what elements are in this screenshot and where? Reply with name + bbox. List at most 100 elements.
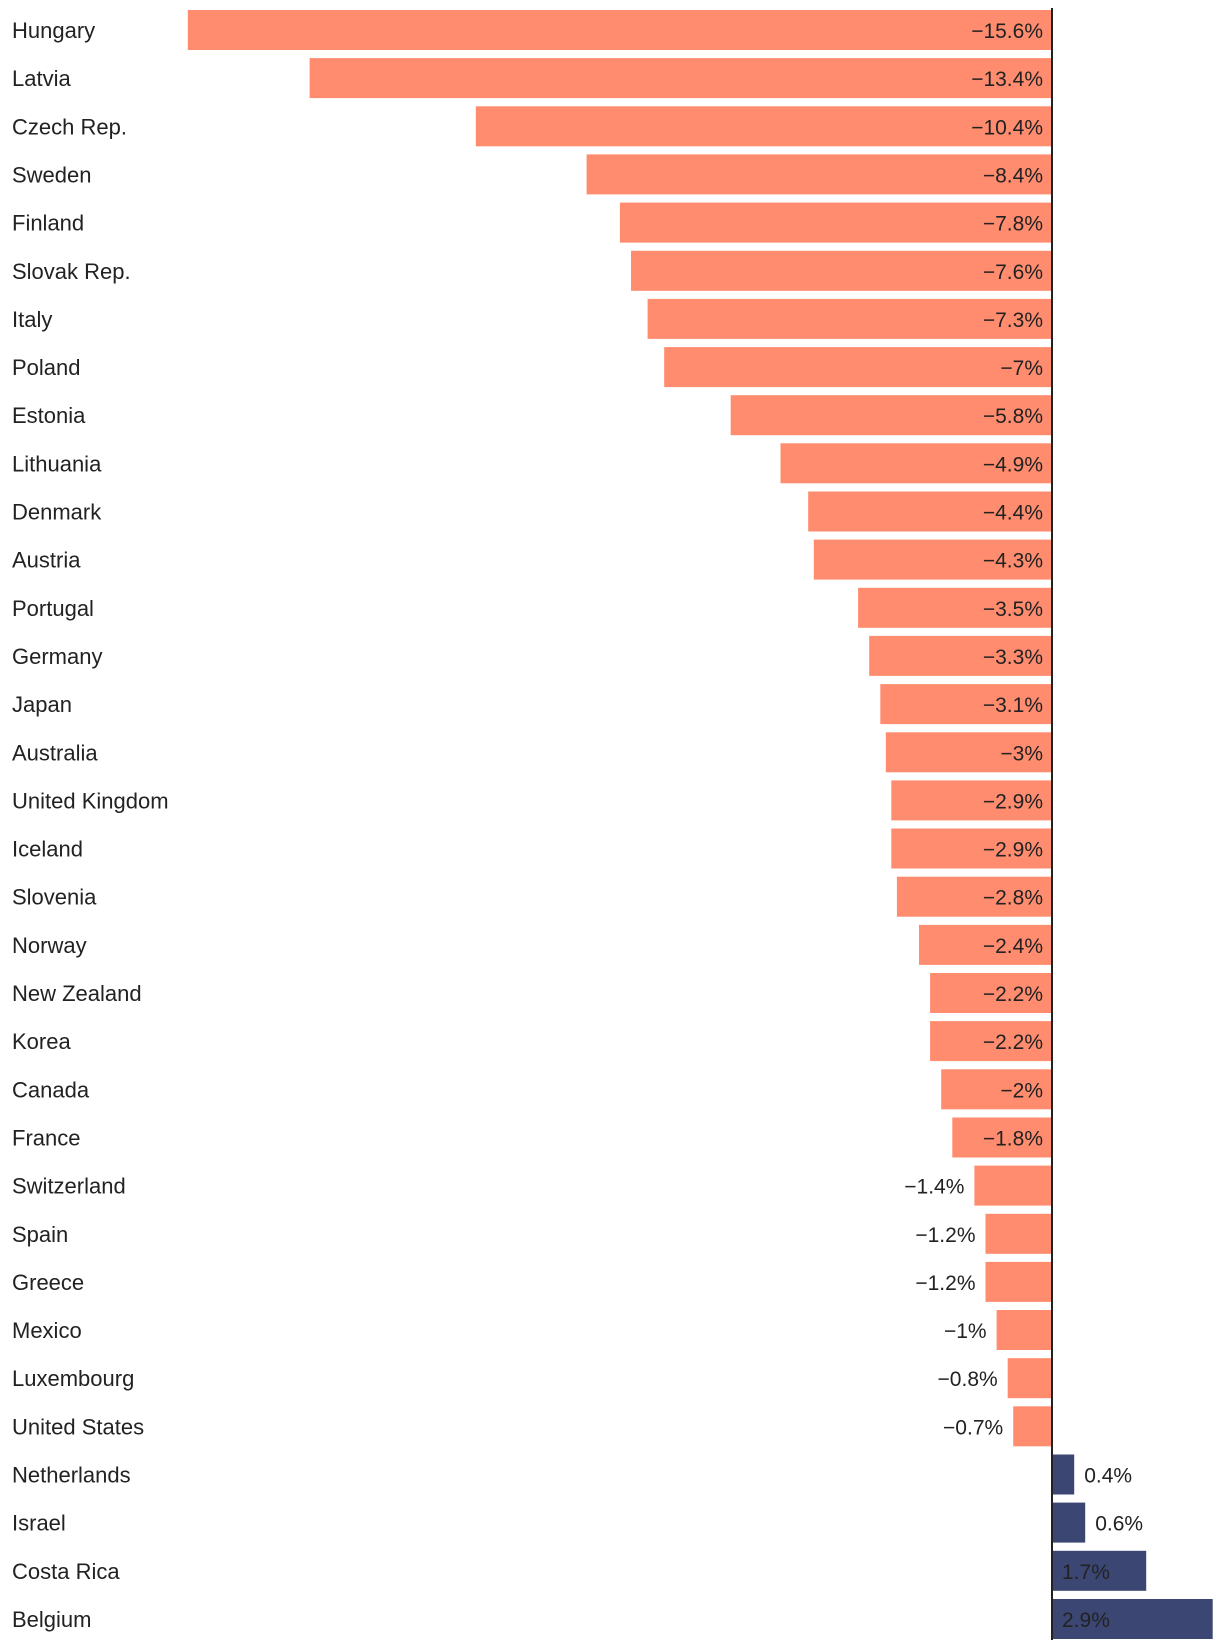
value-label-lithuania: −4.9% xyxy=(983,453,1043,476)
value-label-luxembourg: −0.8% xyxy=(938,1368,998,1391)
category-label-sweden: Sweden xyxy=(12,162,92,187)
bar-germany xyxy=(869,635,1052,676)
bar-sweden xyxy=(586,154,1052,195)
category-label-denmark: Denmark xyxy=(12,500,102,525)
category-label-slovak-rep: Slovak Rep. xyxy=(12,259,131,284)
category-label-luxembourg: Luxembourg xyxy=(12,1366,134,1391)
category-label-iceland: Iceland xyxy=(12,837,83,862)
bar-norway xyxy=(919,924,1052,965)
bar-japan xyxy=(880,684,1052,725)
bar-denmark xyxy=(808,491,1052,532)
bar-latvia xyxy=(309,58,1053,99)
bar-australia xyxy=(885,732,1052,773)
value-label-united-kingdom: −2.9% xyxy=(983,790,1043,813)
category-label-korea: Korea xyxy=(12,1029,71,1054)
category-label-mexico: Mexico xyxy=(12,1318,82,1343)
category-label-belgium: Belgium xyxy=(12,1607,91,1632)
value-label-denmark: −4.4% xyxy=(983,502,1043,525)
bar-france xyxy=(952,1117,1052,1158)
bar-greece xyxy=(985,1261,1052,1302)
bar-mexico xyxy=(996,1310,1052,1350)
value-label-costa-rica: 1.7% xyxy=(1062,1561,1110,1584)
value-label-netherlands: 0.4% xyxy=(1084,1465,1132,1488)
labels-layer: Hungary −15.6% Latvia −13.4% Czech Rep. −10.4… xyxy=(12,18,1143,1632)
bar-netherlands xyxy=(1052,1454,1075,1495)
category-label-finland: Finland xyxy=(12,211,84,236)
category-label-lithuania: Lithuania xyxy=(12,451,102,476)
bar-slovenia xyxy=(896,876,1052,917)
value-label-iceland: −2.9% xyxy=(983,839,1043,862)
category-label-switzerland: Switzerland xyxy=(12,1174,126,1199)
bar-lithuania xyxy=(780,443,1052,484)
bar-finland xyxy=(619,202,1052,243)
bar-israel xyxy=(1052,1502,1086,1543)
bar-slovak-rep xyxy=(631,250,1052,291)
bar-luxembourg xyxy=(1007,1358,1052,1399)
category-label-australia: Australia xyxy=(12,740,98,765)
bar-estonia xyxy=(730,395,1052,436)
value-label-hungary: −15.6% xyxy=(971,20,1043,43)
category-label-hungary: Hungary xyxy=(12,18,95,43)
bar-iceland xyxy=(891,828,1052,869)
value-label-latvia: −13.4% xyxy=(971,68,1043,91)
category-label-latvia: Latvia xyxy=(12,66,71,91)
value-label-japan: −3.1% xyxy=(983,694,1043,717)
bar-spain xyxy=(985,1213,1052,1254)
value-label-czech-rep: −10.4% xyxy=(971,116,1043,139)
bars-layer xyxy=(187,10,1213,1639)
category-label-canada: Canada xyxy=(12,1077,90,1102)
bar-belgium xyxy=(1052,1599,1213,1639)
value-label-new-zealand: −2.2% xyxy=(983,983,1043,1006)
value-label-mexico: −1% xyxy=(944,1320,987,1343)
bar-czech-rep xyxy=(475,106,1052,147)
value-label-germany: −3.3% xyxy=(983,646,1043,669)
value-label-italy: −7.3% xyxy=(983,309,1043,332)
category-label-italy: Italy xyxy=(12,307,52,332)
value-label-united-states: −0.7% xyxy=(943,1416,1003,1439)
value-label-slovenia: −2.8% xyxy=(983,887,1043,910)
category-label-greece: Greece xyxy=(12,1270,84,1295)
category-label-estonia: Estonia xyxy=(12,403,86,428)
value-label-greece: −1.2% xyxy=(915,1272,975,1295)
category-label-united-states: United States xyxy=(12,1414,144,1439)
bar-italy xyxy=(647,298,1052,339)
value-label-france: −1.8% xyxy=(983,1128,1043,1151)
value-label-finland: −7.8% xyxy=(983,213,1043,236)
value-label-sweden: −8.4% xyxy=(983,164,1043,187)
value-label-belgium: 2.9% xyxy=(1062,1609,1110,1632)
category-label-poland: Poland xyxy=(12,355,81,380)
category-label-portugal: Portugal xyxy=(12,596,94,621)
value-label-portugal: −3.5% xyxy=(983,598,1043,621)
category-label-netherlands: Netherlands xyxy=(12,1463,131,1488)
bar-united-states xyxy=(1013,1406,1052,1447)
category-label-slovenia: Slovenia xyxy=(12,885,97,910)
bar-portugal xyxy=(858,587,1052,628)
category-label-norway: Norway xyxy=(12,933,87,958)
value-label-estonia: −5.8% xyxy=(983,405,1043,428)
bar-new-zealand xyxy=(930,973,1052,1013)
bar-hungary xyxy=(187,10,1053,50)
category-label-germany: Germany xyxy=(12,644,102,669)
category-label-new-zealand: New Zealand xyxy=(12,981,142,1006)
value-label-israel: 0.6% xyxy=(1095,1513,1143,1536)
value-label-switzerland: −1.4% xyxy=(904,1176,964,1199)
value-label-poland: −7% xyxy=(1000,357,1043,380)
category-label-spain: Spain xyxy=(12,1222,68,1247)
bar-switzerland xyxy=(974,1165,1052,1206)
category-label-france: France xyxy=(12,1126,80,1151)
category-label-czech-rep: Czech Rep. xyxy=(12,114,127,139)
category-label-israel: Israel xyxy=(12,1511,66,1536)
category-label-japan: Japan xyxy=(12,692,72,717)
category-label-united-kingdom: United Kingdom xyxy=(12,788,169,813)
value-label-norway: −2.4% xyxy=(983,935,1043,958)
value-label-slovak-rep: −7.6% xyxy=(983,261,1043,284)
bar-austria xyxy=(813,539,1052,580)
category-label-austria: Austria xyxy=(12,548,81,573)
value-label-australia: −3% xyxy=(1000,742,1043,765)
value-label-spain: −1.2% xyxy=(915,1224,975,1247)
value-label-canada: −2% xyxy=(1000,1079,1043,1102)
value-label-korea: −2.2% xyxy=(983,1031,1043,1054)
value-label-austria: −4.3% xyxy=(983,550,1043,573)
